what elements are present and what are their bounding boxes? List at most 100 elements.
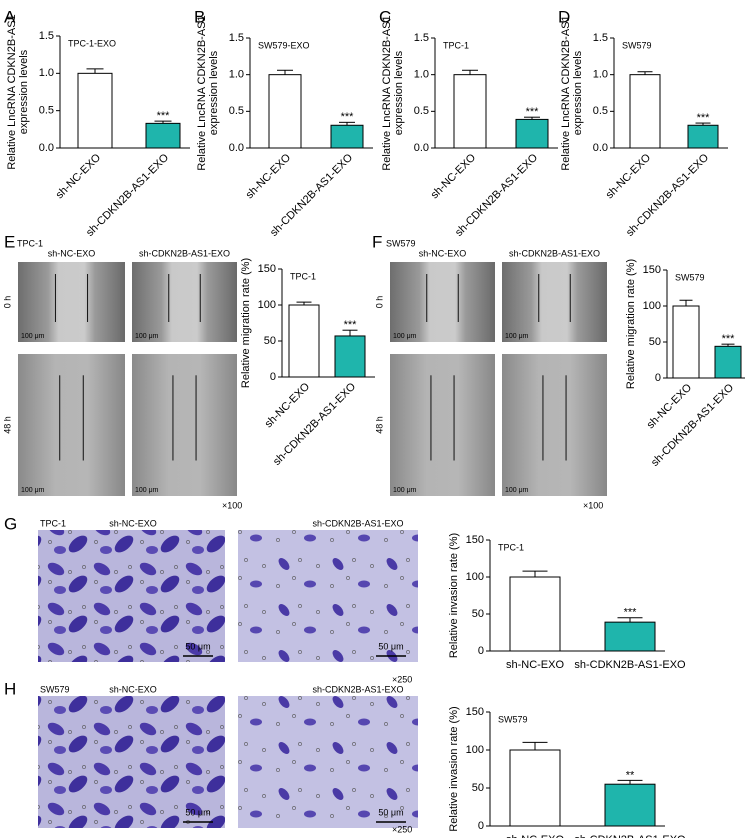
column-header: sh-NC-EXO	[419, 248, 467, 258]
chart-subtitle: TPC-1	[443, 40, 469, 50]
y-tick-label: 0.0	[593, 142, 608, 154]
significance: ***	[624, 607, 638, 619]
panel-letter: C	[379, 7, 391, 26]
bar	[330, 124, 364, 149]
micrograph	[238, 530, 418, 662]
scale-label: 100 μm	[393, 333, 417, 340]
micrograph	[38, 530, 225, 662]
y-tick-label: 1.0	[414, 69, 429, 81]
y-tick-label: 0	[655, 372, 661, 384]
y-tick-label: 1.0	[229, 69, 244, 81]
y-tick-label: 50	[472, 608, 484, 620]
y-tick-label: 0	[270, 371, 276, 383]
y-axis-label: Relative LncRNA CDKN2B-AS1	[560, 15, 572, 170]
chart-subtitle: TPC-1	[290, 271, 316, 281]
scale-label: 100 μm	[135, 333, 159, 340]
magnification: ×100	[222, 500, 242, 510]
cell-line: TPC-1	[17, 238, 43, 248]
micrograph	[390, 354, 495, 496]
x-tick-label: sh-NC-EXO	[604, 151, 654, 201]
scale-label: 50 μm	[378, 807, 403, 817]
scale-label: 50 μm	[378, 641, 403, 651]
micrograph	[238, 696, 418, 828]
significance: ***	[157, 110, 171, 122]
row-label: 48 h	[374, 416, 384, 434]
panel-letter: H	[4, 679, 16, 698]
column-header: sh-CDKN2B-AS1-EXO	[509, 248, 600, 258]
y-tick-label: 50	[264, 335, 276, 347]
bar	[288, 304, 320, 378]
y-tick-label: 0.0	[414, 142, 429, 154]
x-tick-label: sh-CDKN2B-AS1-EXO	[271, 380, 358, 467]
row-label: 48 h	[2, 416, 12, 434]
x-tick-label: sh-NC-EXO	[506, 659, 565, 671]
y-tick-label: 0.0	[229, 142, 244, 154]
x-tick-label: sh-NC-EXO	[54, 151, 104, 201]
bar	[604, 783, 656, 827]
cell-line: TPC-1	[40, 518, 66, 528]
scale-label: 100 μm	[505, 333, 529, 340]
panel-letter: G	[4, 514, 17, 533]
y-tick-label: 0	[478, 645, 484, 657]
x-tick-label: sh-NC-EXO	[263, 380, 313, 430]
cell-line: SW579	[40, 684, 70, 694]
panel-letter: A	[4, 7, 16, 26]
scale-label: 100 μm	[21, 333, 45, 340]
y-axis-label: expression levels	[208, 50, 220, 135]
chart-subtitle: SW579	[675, 272, 705, 282]
panel-letter: B	[194, 7, 205, 26]
significance: **	[626, 769, 635, 781]
x-tick-label: sh-CDKN2B-AS1-EXO	[574, 834, 686, 838]
y-tick-label: 50	[649, 336, 661, 348]
y-tick-label: 150	[643, 264, 661, 276]
y-tick-label: 1.5	[39, 30, 54, 42]
y-tick-label: 0.5	[229, 105, 244, 117]
bar	[509, 749, 561, 827]
column-header: sh-CDKN2B-AS1-EXO	[312, 518, 403, 528]
y-tick-label: 1.5	[229, 32, 244, 44]
scale-label: 50 μm	[185, 641, 210, 651]
significance: ***	[526, 106, 540, 118]
bar	[145, 122, 181, 149]
y-axis-label: Relative invasion rate (%)	[448, 706, 460, 831]
bar	[714, 345, 742, 379]
chart-subtitle: SW579	[622, 40, 652, 50]
y-axis-label: Relative LncRNA CDKN2B-AS1	[381, 15, 393, 170]
y-tick-label: 0.0	[39, 142, 54, 154]
micrograph	[390, 262, 495, 342]
y-tick-label: 0.5	[39, 105, 54, 117]
y-tick-label: 100	[643, 300, 661, 312]
y-tick-label: 50	[472, 782, 484, 794]
y-tick-label: 0.5	[593, 105, 608, 117]
micrograph	[18, 354, 125, 496]
chart-subtitle: SW579-EXO	[258, 40, 310, 50]
y-axis-label: expression levels	[18, 49, 30, 134]
y-axis-label: Relative LncRNA CDKN2B-AS1	[196, 15, 208, 170]
y-axis-label: Relative migration rate (%)	[240, 258, 252, 388]
x-tick-label: sh-NC-EXO	[244, 151, 294, 201]
cell-line: SW579	[386, 238, 416, 248]
y-tick-label: 150	[466, 534, 484, 546]
bar	[604, 621, 656, 652]
y-tick-label: 100	[466, 571, 484, 583]
chart-subtitle: TPC-1	[498, 542, 524, 552]
y-tick-label: 0	[478, 820, 484, 832]
bar	[515, 118, 549, 149]
row-label: 0 h	[2, 296, 12, 309]
significance: ***	[722, 333, 736, 345]
column-header: sh-CDKN2B-AS1-EXO	[139, 248, 230, 258]
y-axis-label: Relative migration rate (%)	[625, 259, 637, 389]
bar	[77, 72, 113, 149]
bar	[672, 305, 700, 379]
y-tick-label: 150	[258, 263, 276, 275]
panel-letter: E	[4, 232, 15, 251]
x-tick-label: sh-NC-EXO	[429, 151, 479, 201]
x-tick-label: sh-CDKN2B-AS1-EXO	[574, 659, 686, 671]
magnification: ×250	[392, 674, 412, 684]
scale-label: 50 μm	[185, 807, 210, 817]
bar	[268, 74, 302, 149]
y-axis-label: Relative invasion rate (%)	[448, 533, 460, 658]
y-axis-label: expression levels	[393, 50, 405, 135]
chart-subtitle: SW579	[498, 714, 528, 724]
